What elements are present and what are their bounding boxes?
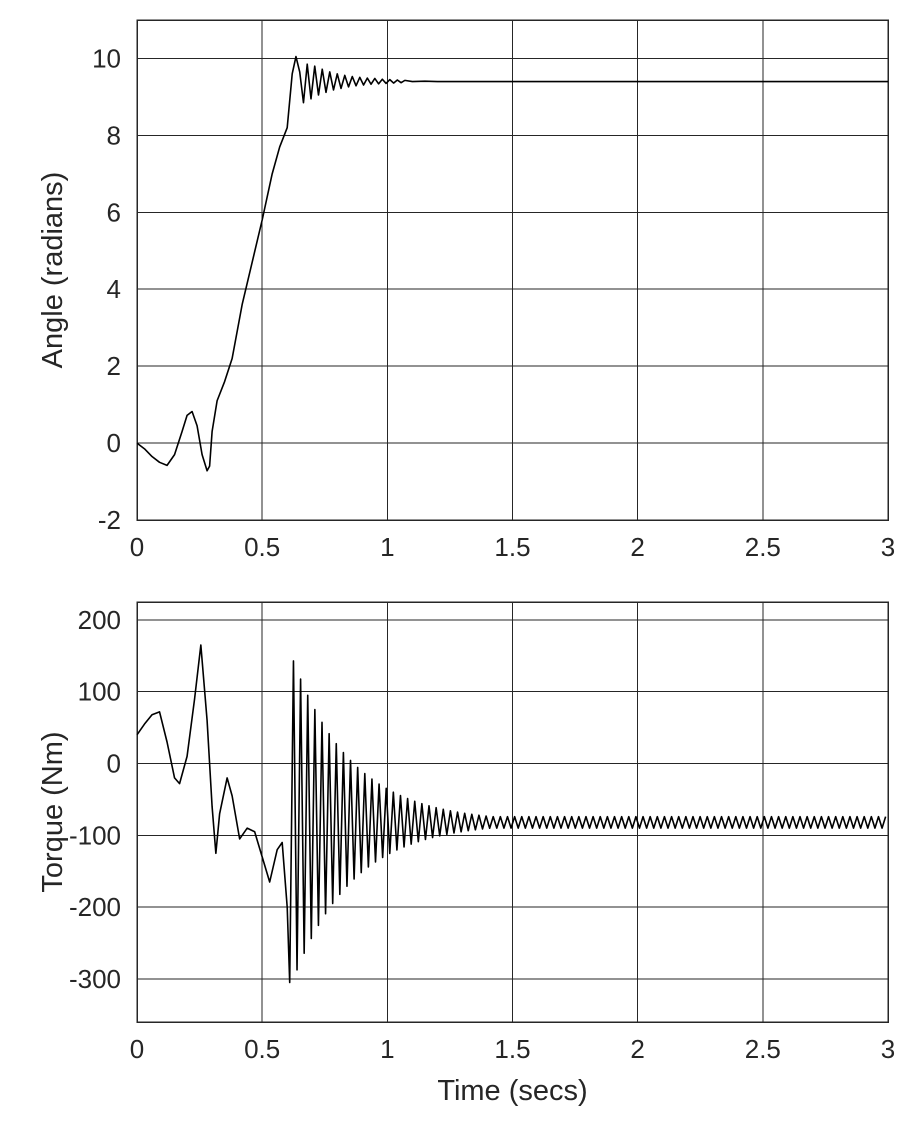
x-tick-label: 3 [881, 1034, 895, 1064]
x-tick-label: 2 [630, 1034, 644, 1064]
x-tick-label: 1.5 [494, 1034, 530, 1064]
x-tick-label: 0 [130, 1034, 144, 1064]
y-tick-label: 100 [78, 677, 121, 707]
torque-plot: 0 0.5 1 1.5 2 2.5 3 -300 -200 -100 0 100 200 Torque (… [37, 601, 895, 1107]
x-tick-label: 1.5 [494, 532, 530, 562]
y-tick-label: 0 [107, 749, 121, 779]
y-axis-label: Angle (radians) [37, 172, 69, 369]
y-tick-label: 200 [78, 605, 121, 635]
y-tick-label: 10 [92, 43, 121, 73]
y-axis-label: Torque (Nm) [37, 731, 69, 892]
x-axis-label: Time (secs) [437, 1075, 587, 1107]
y-tick-label: 2 [107, 351, 121, 381]
x-tick-label: 2 [630, 532, 644, 562]
x-tick-label: 0 [130, 532, 144, 562]
x-tick-label: 1 [380, 1034, 394, 1064]
angle-plot: 0 0.5 1 1.5 2 2.5 3 -2 0 2 4 6 8 10 Angle (radians) [37, 19, 895, 562]
x-tick-label: 2.5 [745, 1034, 781, 1064]
series-line [136, 644, 887, 984]
y-tick-label: 4 [107, 274, 121, 304]
y-tick-label: -300 [69, 964, 121, 994]
y-tick-label: -2 [98, 505, 121, 535]
y-tick-label: 8 [107, 120, 121, 150]
y-tick-label: -100 [69, 820, 121, 850]
y-tick-label: -200 [69, 892, 121, 922]
y-tick-label: 0 [107, 428, 121, 458]
axes-frame [136, 601, 889, 1023]
series-line [136, 55, 888, 472]
x-tick-label: 0.5 [244, 1034, 280, 1064]
y-tick-label: 6 [107, 197, 121, 227]
x-tick-label: 0.5 [244, 532, 280, 562]
x-tick-label: 3 [881, 532, 895, 562]
x-tick-label: 2.5 [745, 532, 781, 562]
axes-frame [136, 19, 889, 521]
x-tick-label: 1 [380, 532, 394, 562]
